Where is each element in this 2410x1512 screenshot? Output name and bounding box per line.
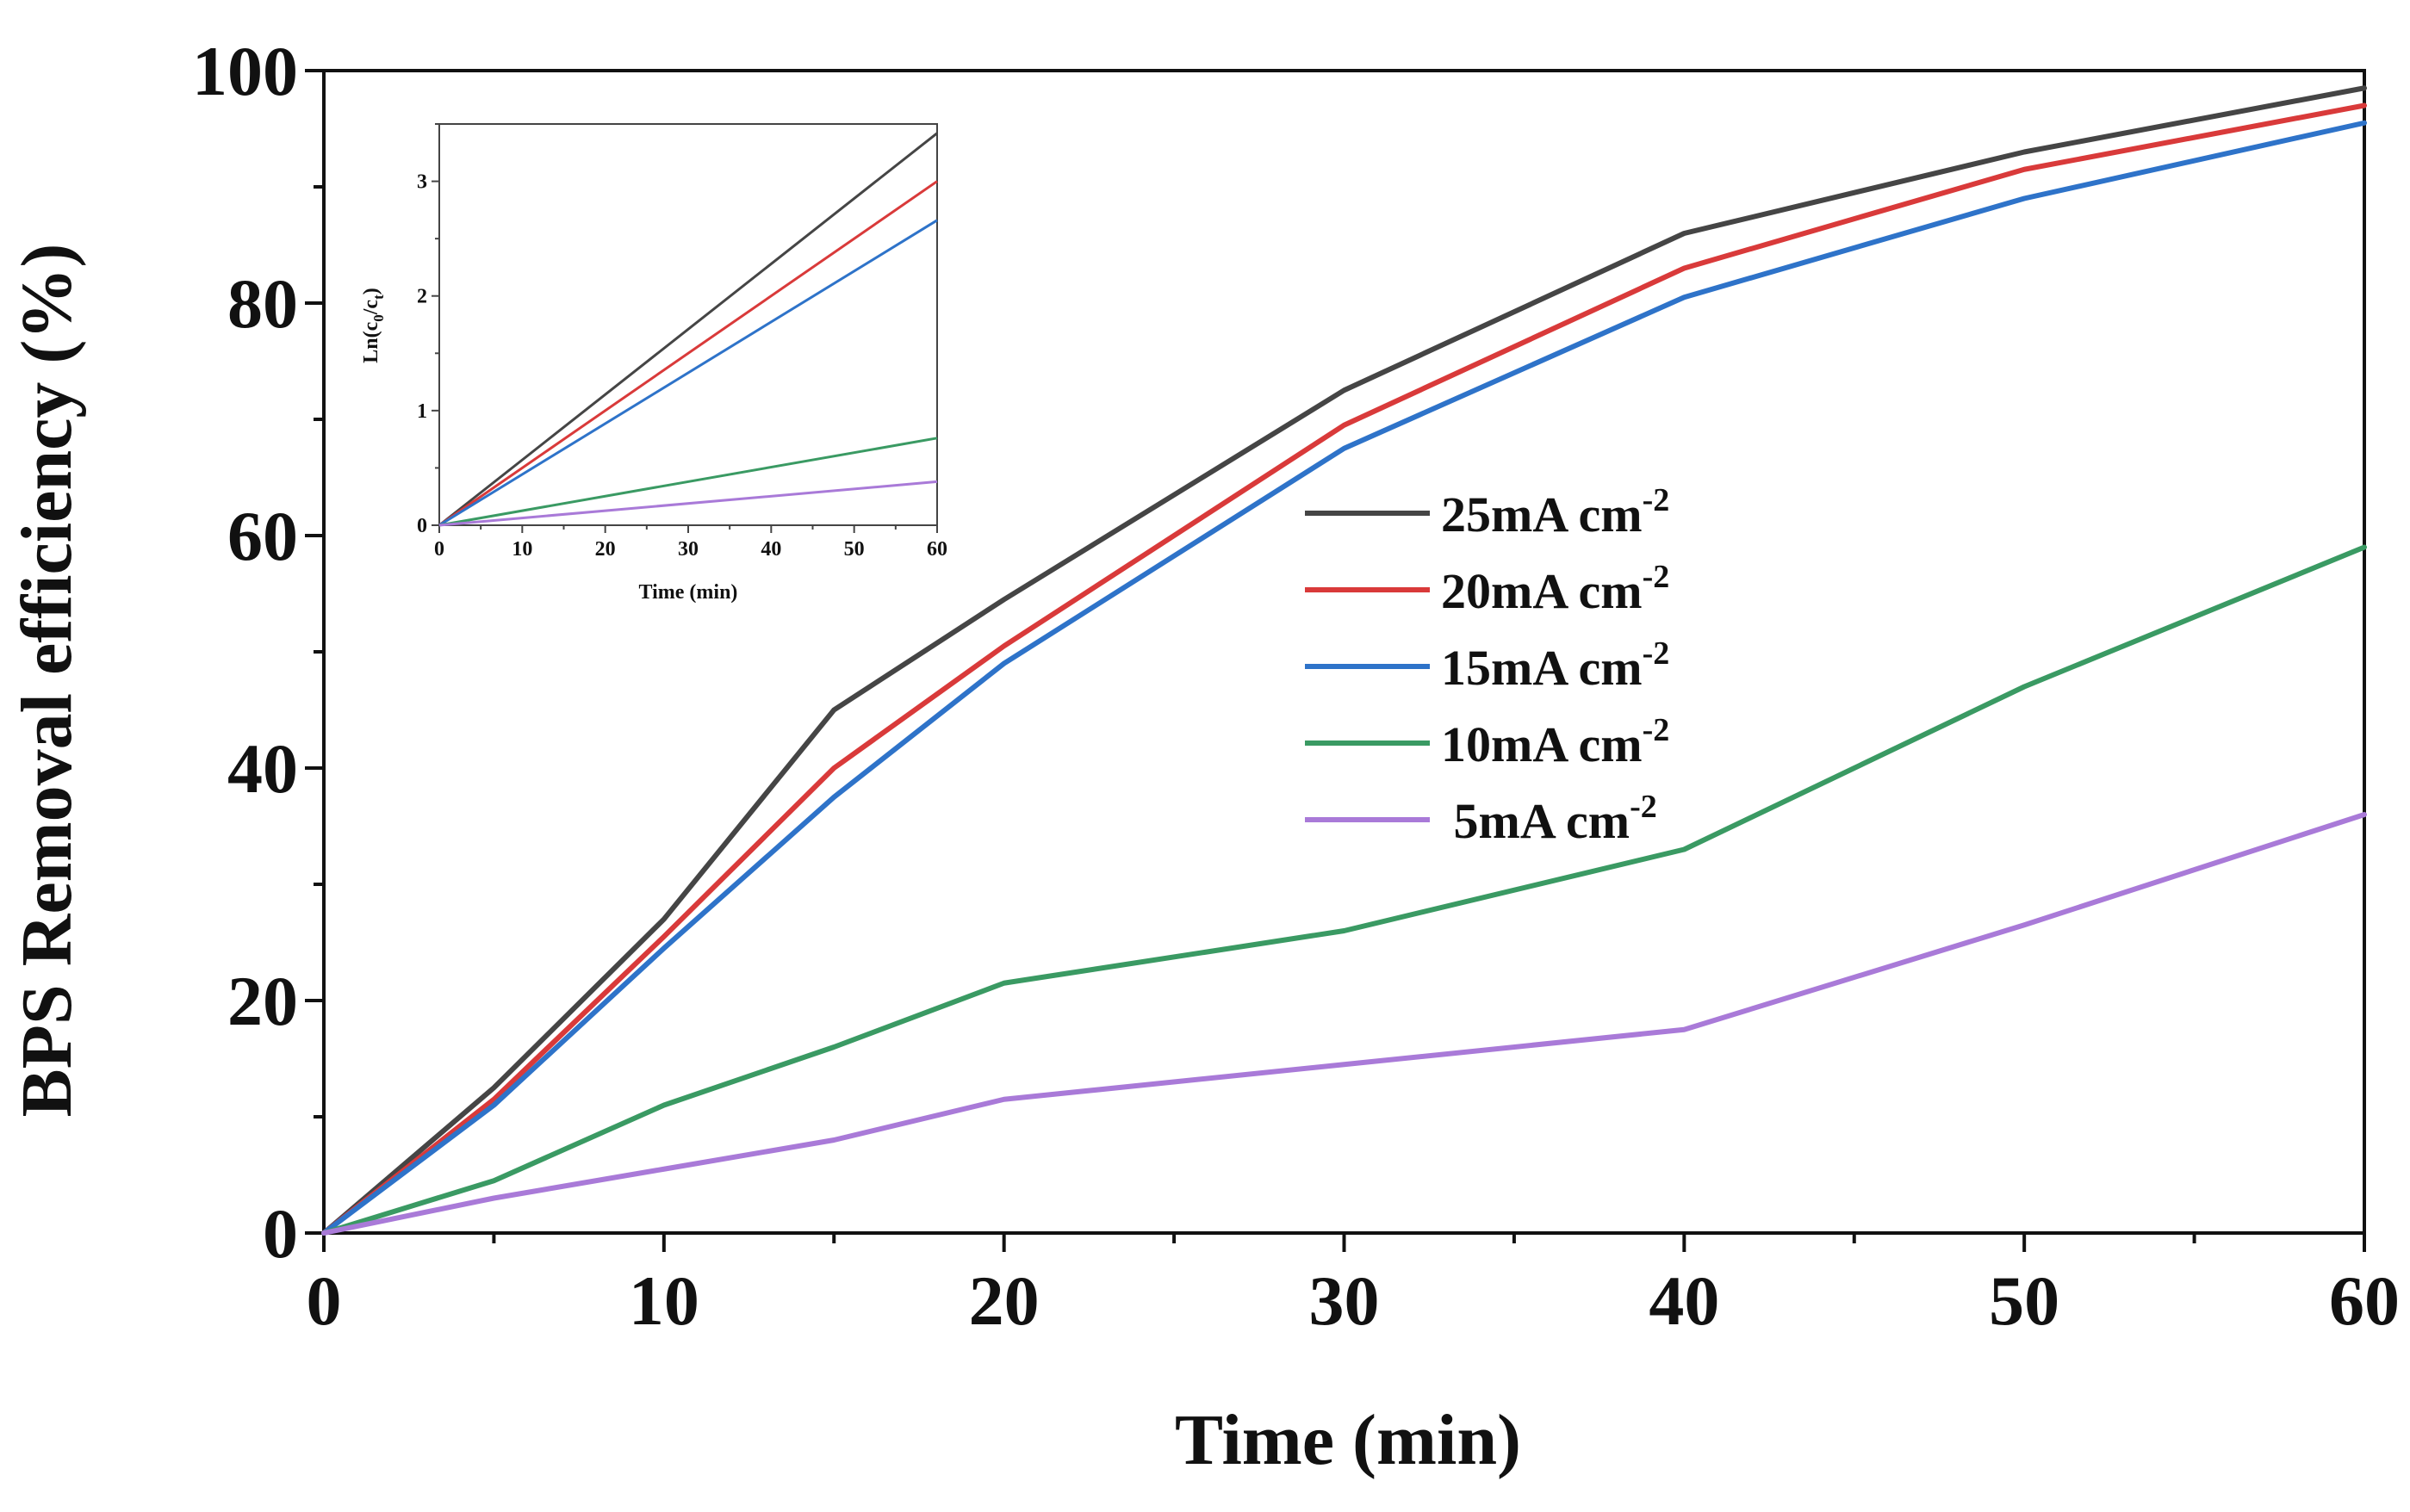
series-line-1 (321, 85, 2367, 1236)
x-tick-label: 20 (969, 1261, 1040, 1340)
inset-series-line-1 (438, 132, 938, 527)
legend-label-1: 25mA cm-2 (1441, 482, 1669, 542)
series-line-5 (321, 812, 2367, 1236)
legend: 25mA cm-2 20mA cm-2 15mA cm-2 10mA cm-2 5mA… (1305, 482, 1669, 849)
inset-ylabel-mid: /c (360, 300, 382, 316)
inset-y-axis-title: Ln(c0/ct) (360, 288, 387, 363)
x-tick-label: 0 (307, 1261, 342, 1340)
y-tick-label: 0 (263, 1194, 298, 1273)
y-tick-label: 60 (227, 497, 298, 575)
series-line-2 (321, 102, 2367, 1236)
x-tick-label: 50 (1989, 1261, 2059, 1340)
y-tick-label: 20 (227, 962, 298, 1040)
inset-series-line-4 (438, 437, 938, 527)
inset-y-tick-label: 0 (417, 515, 427, 537)
inset-x-tick-label: 50 (844, 538, 865, 561)
inset-x-tick-label: 10 (512, 538, 532, 561)
inset-ylabel-sub2: t (370, 294, 387, 300)
y-tick-label: 40 (227, 729, 298, 808)
x-tick-label: 60 (2329, 1261, 2400, 1340)
inset-ylabel-prefix: Ln(c (360, 321, 382, 363)
inset-plot-layer: 0 10 20 30 40 50 60 0 1 2 3 (417, 123, 947, 561)
inset-series-line-3 (438, 219, 938, 527)
inset-x-tick-label: 0 (434, 538, 444, 561)
x-axis-title: Time (min) (1175, 1400, 1521, 1480)
inset-x-axis-title: Time (min) (639, 581, 738, 604)
legend-label-2: 20mA cm-2 (1441, 559, 1669, 619)
series-line-3 (321, 120, 2367, 1236)
y-tick-label: 80 (227, 264, 298, 343)
inset-ylabel-sub1: 0 (370, 314, 387, 322)
x-tick-label: 40 (1649, 1261, 1719, 1340)
y-tick-label: 100 (192, 32, 298, 110)
inset-x-tick-label: 60 (927, 538, 947, 561)
legend-label-5: 5mA cm-2 (1441, 789, 1657, 849)
inset-x-tick-label: 30 (678, 538, 699, 561)
inset-x-tick-label: 40 (761, 538, 781, 561)
x-tick-label: 10 (629, 1261, 699, 1340)
series-line-4 (321, 544, 2367, 1236)
inset-y-tick-label: 1 (417, 400, 427, 423)
inset-y-tick-label: 2 (417, 286, 427, 308)
x-tick-label: 30 (1309, 1261, 1380, 1340)
inset-x-tick-label: 20 (595, 538, 616, 561)
inset-y-tick-label: 3 (417, 171, 427, 194)
y-axis-title: BPS Removal efficiency (%) (7, 244, 87, 1118)
legend-label-3: 15mA cm-2 (1441, 635, 1669, 696)
inset-ylabel-suffix: ) (360, 288, 382, 294)
inset-series-line-2 (438, 180, 938, 527)
legend-label-4: 10mA cm-2 (1441, 712, 1669, 772)
inset-series-line-5 (438, 480, 938, 527)
